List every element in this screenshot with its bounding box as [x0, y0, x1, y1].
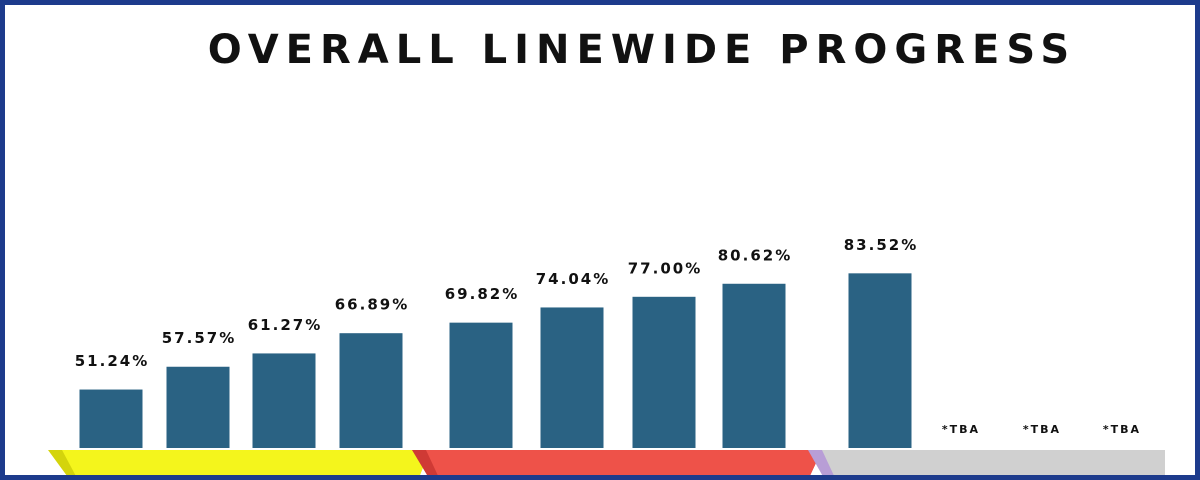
value-label: 77.00%: [628, 259, 702, 277]
bar: [848, 273, 912, 448]
value-label: 66.89%: [335, 296, 409, 314]
value-label: *TBA: [1023, 423, 1061, 436]
value-label: 80.62%: [718, 246, 792, 264]
bar: [79, 389, 143, 448]
bar: [339, 333, 403, 448]
value-label: 57.57%: [162, 329, 236, 347]
value-label: 61.27%: [248, 316, 322, 334]
bar: [632, 296, 696, 448]
bar: [722, 283, 786, 448]
bar: [449, 322, 513, 448]
bar: [252, 353, 316, 448]
bar: [166, 366, 230, 448]
value-label: 83.52%: [844, 236, 918, 254]
value-label: *TBA: [942, 423, 980, 436]
value-label: *TBA: [1103, 423, 1141, 436]
band: [822, 450, 1165, 480]
value-label: 51.24%: [75, 352, 149, 370]
band: [426, 450, 822, 480]
band: [62, 450, 430, 480]
chart-title: OVERALL LINEWIDE PROGRESS: [208, 27, 1076, 73]
bar: [540, 307, 604, 448]
value-label: 69.82%: [445, 285, 519, 303]
value-label: 74.04%: [536, 270, 610, 288]
